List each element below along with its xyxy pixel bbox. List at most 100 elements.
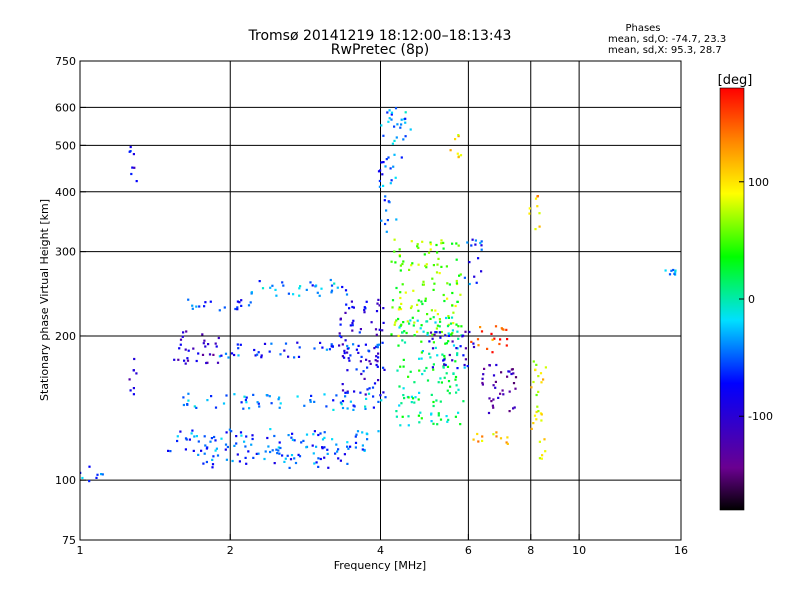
echo-point [540,419,543,422]
echo-point [129,145,132,149]
echo-point [382,134,385,137]
echo-point [390,333,393,336]
echo-point [178,347,181,350]
echo-point [239,431,243,434]
echo-point [216,361,220,364]
echo-point [184,348,187,351]
echo-point [226,445,229,449]
echo-point [294,461,298,465]
echo-point [359,360,362,363]
echo-point [223,306,226,309]
echo-point [481,439,484,442]
echo-point [378,343,381,346]
echo-point [361,448,364,451]
echo-point [245,435,248,438]
echo-point [541,454,544,457]
echo-point [206,361,209,364]
echo-point [447,315,450,318]
echo-point [341,355,344,358]
echo-point [480,240,483,243]
echo-point [370,321,373,324]
echo-point [296,395,299,398]
echo-point [446,365,450,368]
echo-point [432,422,435,425]
echo-point [436,251,439,254]
echo-point [250,291,253,294]
echo-point [454,375,458,379]
echo-point [506,442,509,445]
echo-point [224,448,227,451]
echo-point [252,456,255,459]
echo-point [346,344,349,348]
echo-point [385,158,388,161]
echo-point [419,327,422,330]
echo-point [434,309,437,312]
echo-point [346,369,349,372]
echo-point [363,448,366,452]
echo-point [302,439,305,442]
echo-point [429,243,432,246]
echo-point [456,367,459,370]
echo-point [399,308,403,311]
echo-point [323,393,326,396]
echo-point [376,365,379,368]
echo-point [313,462,316,465]
echo-point [130,172,133,176]
echo-point [443,358,446,361]
echo-point [457,244,460,247]
echo-point [429,317,432,320]
echo-point [169,450,172,453]
echo-point [536,195,539,198]
colorbar-tick-label: 0 [748,293,755,306]
echo-point [424,297,427,300]
echo-point [440,239,443,242]
echo-point [344,395,347,398]
echo-point [532,360,535,363]
echo-point [468,261,471,264]
echo-point [447,334,451,337]
x-tick-label: 8 [527,544,534,557]
echo-point [325,405,328,408]
echo-point [400,302,403,305]
echo-point [421,373,424,376]
echo-point [542,378,545,381]
echo-point [375,363,378,367]
echo-point [382,161,385,164]
echo-point [390,111,394,114]
echo-point [473,275,476,278]
echo-point [197,440,200,443]
echo-point [393,238,396,241]
y-tick-label: 600 [55,101,76,114]
echo-point [430,393,433,396]
echo-point [315,445,318,448]
echo-point [365,358,368,361]
echo-point [391,299,395,302]
echo-point [205,460,208,464]
echo-point [352,343,355,346]
echo-point [298,294,301,297]
echo-point [514,376,518,379]
echo-point [413,321,416,324]
echo-point [472,438,475,441]
echo-point [431,366,434,369]
echo-point [312,452,315,455]
echo-point [237,347,240,350]
echo-point [512,407,515,410]
echo-point [468,282,471,286]
echo-point [351,321,354,325]
echo-point [446,389,449,392]
echo-point [347,357,350,360]
echo-point [432,368,435,371]
echo-point [488,397,491,400]
echo-point [182,396,185,399]
echo-point [173,358,176,361]
echo-point [398,248,401,251]
echo-point [323,456,326,459]
echo-point [235,435,238,438]
echo-point [377,400,380,403]
echo-point [367,392,371,395]
echo-point [330,289,334,292]
echo-point [287,292,290,295]
echo-point [412,289,415,292]
echo-point [382,184,385,187]
